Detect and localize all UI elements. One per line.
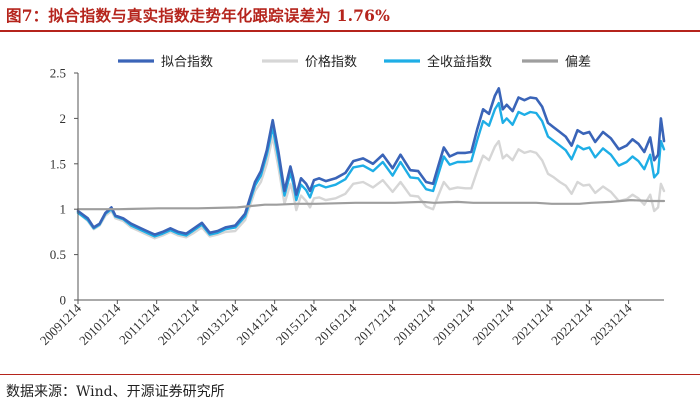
- series-line-fitted: [76, 87, 666, 236]
- legend-label-deviation: 偏差: [565, 55, 591, 70]
- x-tick-label: 20231214: [587, 300, 635, 348]
- figure-title: 图7：拟合指数与真实指数走势年化跟踪误差为 1.76%: [6, 6, 391, 25]
- legend-label-total-return: 全收益指数: [427, 54, 492, 70]
- chart-legend: 拟合指数 价格指数 全收益指数 偏差: [118, 54, 591, 70]
- x-tick-label: 20141214: [233, 300, 281, 348]
- x-tick-label: 20151214: [273, 300, 321, 348]
- x-tick-label: 20131214: [194, 300, 242, 348]
- x-tick-label: 20121214: [155, 300, 203, 348]
- x-tick-label: 20181214: [391, 300, 439, 348]
- series-line-deviation: [76, 199, 666, 211]
- x-tick-label: 20221214: [548, 300, 596, 348]
- x-tick-label: 20171214: [351, 300, 399, 348]
- series-layer: [76, 87, 666, 240]
- y-tick-label: 1: [60, 202, 67, 217]
- x-tick-label: 20191214: [430, 300, 478, 348]
- x-tick-label: 20201214: [469, 300, 517, 348]
- series-line-total-return: [76, 101, 666, 238]
- series-line-price: [76, 135, 666, 240]
- title-rule: [0, 30, 700, 32]
- chart-axes: 00.511.522.52009121420101214201112142012…: [37, 66, 664, 348]
- x-tick-label: 20111214: [116, 300, 163, 347]
- y-tick-label: 0.5: [50, 247, 66, 262]
- legend-label-price: 价格指数: [305, 54, 357, 70]
- y-tick-label: 2.5: [50, 66, 66, 81]
- x-tick-label: 20101214: [76, 300, 124, 348]
- line-chart: 拟合指数 价格指数 全收益指数 偏差 00.511.522.5200912142010…: [37, 54, 666, 348]
- source-note: 数据来源：Wind、开源证券研究所: [6, 384, 225, 400]
- y-tick-label: 1.5: [50, 156, 66, 171]
- y-tick-label: 2: [60, 111, 67, 126]
- y-tick-label: 0: [60, 293, 67, 308]
- legend-label-fitted: 拟合指数: [161, 55, 213, 70]
- x-tick-label: 20161214: [312, 300, 360, 348]
- x-tick-label: 20211214: [509, 300, 556, 347]
- source-rule: [0, 374, 700, 375]
